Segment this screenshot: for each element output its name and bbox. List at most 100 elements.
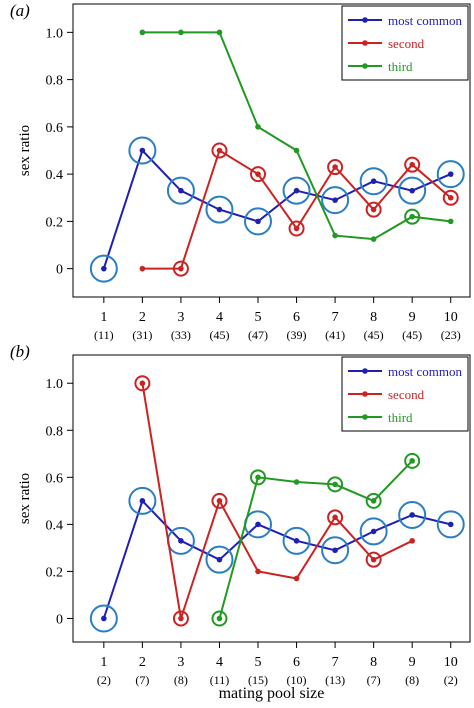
data-point-most_common bbox=[370, 528, 377, 535]
highlight-circle bbox=[172, 610, 189, 627]
x-tick-label: 8 bbox=[370, 310, 377, 325]
sample-count-label: (8) bbox=[174, 673, 188, 687]
highlight-circle bbox=[89, 254, 118, 283]
highlight-circle bbox=[134, 375, 151, 392]
y-tick-label: 0.8 bbox=[46, 424, 64, 439]
sample-count-label: (31) bbox=[132, 328, 152, 342]
y-tick-label: 1.0 bbox=[46, 377, 64, 392]
highlight-circle bbox=[398, 500, 427, 529]
y-tick-label: 1.0 bbox=[46, 26, 64, 41]
sample-count-label: (23) bbox=[441, 328, 461, 342]
data-point-third bbox=[216, 29, 223, 36]
highlight-circle bbox=[404, 208, 421, 225]
series-line-most_common bbox=[102, 148, 452, 269]
sample-count-label: (11) bbox=[210, 673, 230, 687]
data-point-most_common bbox=[409, 187, 415, 194]
legend-entry: third bbox=[388, 410, 413, 425]
legend-entry: second bbox=[388, 36, 425, 51]
data-point-third bbox=[293, 479, 300, 485]
sample-count-label: (13) bbox=[325, 673, 345, 687]
x-tick-label: 9 bbox=[409, 310, 416, 325]
y-tick-label: 0.6 bbox=[46, 471, 64, 486]
x-tick-label: 2 bbox=[139, 310, 146, 325]
data-point-most_common bbox=[139, 147, 146, 154]
highlight-circle bbox=[398, 176, 427, 205]
data-point-second bbox=[139, 265, 146, 272]
data-point-second bbox=[370, 556, 377, 563]
data-point-most_common bbox=[178, 187, 184, 194]
data-point-third bbox=[332, 481, 338, 488]
data-point-most_common bbox=[332, 547, 338, 554]
data-point-most_common bbox=[293, 538, 300, 544]
panel-label: (b) bbox=[10, 342, 30, 361]
highlight-circle bbox=[128, 486, 157, 515]
sample-count-label: (15) bbox=[248, 673, 268, 687]
sample-count-label: (11) bbox=[94, 328, 114, 342]
legend-swatch-dot bbox=[362, 17, 368, 23]
data-point-most_common bbox=[293, 187, 300, 194]
legend-swatch-dot bbox=[362, 40, 368, 46]
legend-entry: third bbox=[388, 59, 413, 74]
data-point-third bbox=[409, 458, 415, 464]
data-point-second bbox=[447, 194, 454, 201]
data-point-most_common bbox=[255, 218, 261, 225]
y-axis-label: sex ratio bbox=[17, 473, 33, 524]
plot-frame bbox=[72, 3, 471, 298]
sample-count-label: (45) bbox=[402, 328, 422, 342]
highlight-circle bbox=[172, 260, 189, 277]
sample-count-label: (39) bbox=[287, 328, 307, 342]
data-point-second bbox=[216, 147, 223, 154]
y-tick-label: 0.2 bbox=[46, 215, 64, 230]
sample-count-label: (7) bbox=[135, 673, 149, 687]
data-point-most_common bbox=[178, 538, 184, 544]
data-point-most_common bbox=[101, 615, 107, 622]
highlight-circle bbox=[211, 492, 228, 509]
highlight-circle bbox=[327, 159, 344, 176]
x-tick-label: 3 bbox=[177, 310, 184, 325]
data-point-most_common bbox=[332, 197, 338, 203]
highlight-circle bbox=[359, 167, 388, 196]
data-point-second bbox=[178, 615, 184, 622]
highlight-circle bbox=[327, 509, 344, 526]
data-point-most_common bbox=[447, 521, 454, 528]
sample-count-label: (7) bbox=[367, 673, 381, 687]
x-tick-label: 8 bbox=[370, 655, 377, 670]
highlight-circle bbox=[89, 604, 118, 633]
panel-b: (b) 0 0.2 0.4 0.6 0.8 1.0 1 (2) 2 (7) 3 (8) 4 (11) 5 (15… bbox=[10, 342, 471, 702]
data-point-most_common bbox=[216, 206, 223, 213]
data-point-third bbox=[332, 232, 338, 239]
data-point-second bbox=[139, 380, 146, 387]
x-tick-label: 2 bbox=[139, 655, 146, 670]
highlight-circle bbox=[365, 492, 382, 509]
x-tick-label: 4 bbox=[216, 655, 223, 670]
highlight-circle bbox=[288, 220, 305, 237]
y-axis-label: sex ratio bbox=[17, 125, 33, 176]
legend-swatch-dot bbox=[362, 391, 368, 397]
data-point-third bbox=[293, 147, 300, 154]
series-line-third bbox=[218, 460, 413, 619]
data-point-second bbox=[409, 161, 415, 168]
data-point-most_common bbox=[216, 556, 223, 563]
y-tick-label: 0.8 bbox=[46, 74, 64, 89]
panel-label: (a) bbox=[10, 1, 30, 20]
data-point-most_common bbox=[370, 178, 377, 185]
highlight-circle bbox=[404, 156, 421, 173]
sample-count-label: (47) bbox=[248, 328, 268, 342]
x-tick-label: 10 bbox=[444, 655, 458, 670]
x-tick-label: 5 bbox=[255, 655, 262, 670]
data-point-second bbox=[332, 514, 338, 521]
highlight-circle bbox=[321, 186, 350, 215]
y-tick-label: 0 bbox=[56, 612, 63, 627]
highlight-circle bbox=[128, 136, 157, 165]
x-tick-label: 9 bbox=[409, 655, 416, 670]
series-line-most_common bbox=[102, 499, 451, 619]
x-tick-label: 3 bbox=[177, 655, 184, 670]
sample-count-label: (45) bbox=[209, 328, 229, 342]
y-tick-label: 0.6 bbox=[46, 121, 64, 136]
x-axis-label: mating pool size bbox=[219, 685, 325, 702]
series-line-second bbox=[141, 383, 413, 619]
highlight-circle bbox=[282, 526, 311, 555]
sample-count-label: (41) bbox=[325, 328, 345, 342]
data-point-third bbox=[370, 236, 377, 242]
